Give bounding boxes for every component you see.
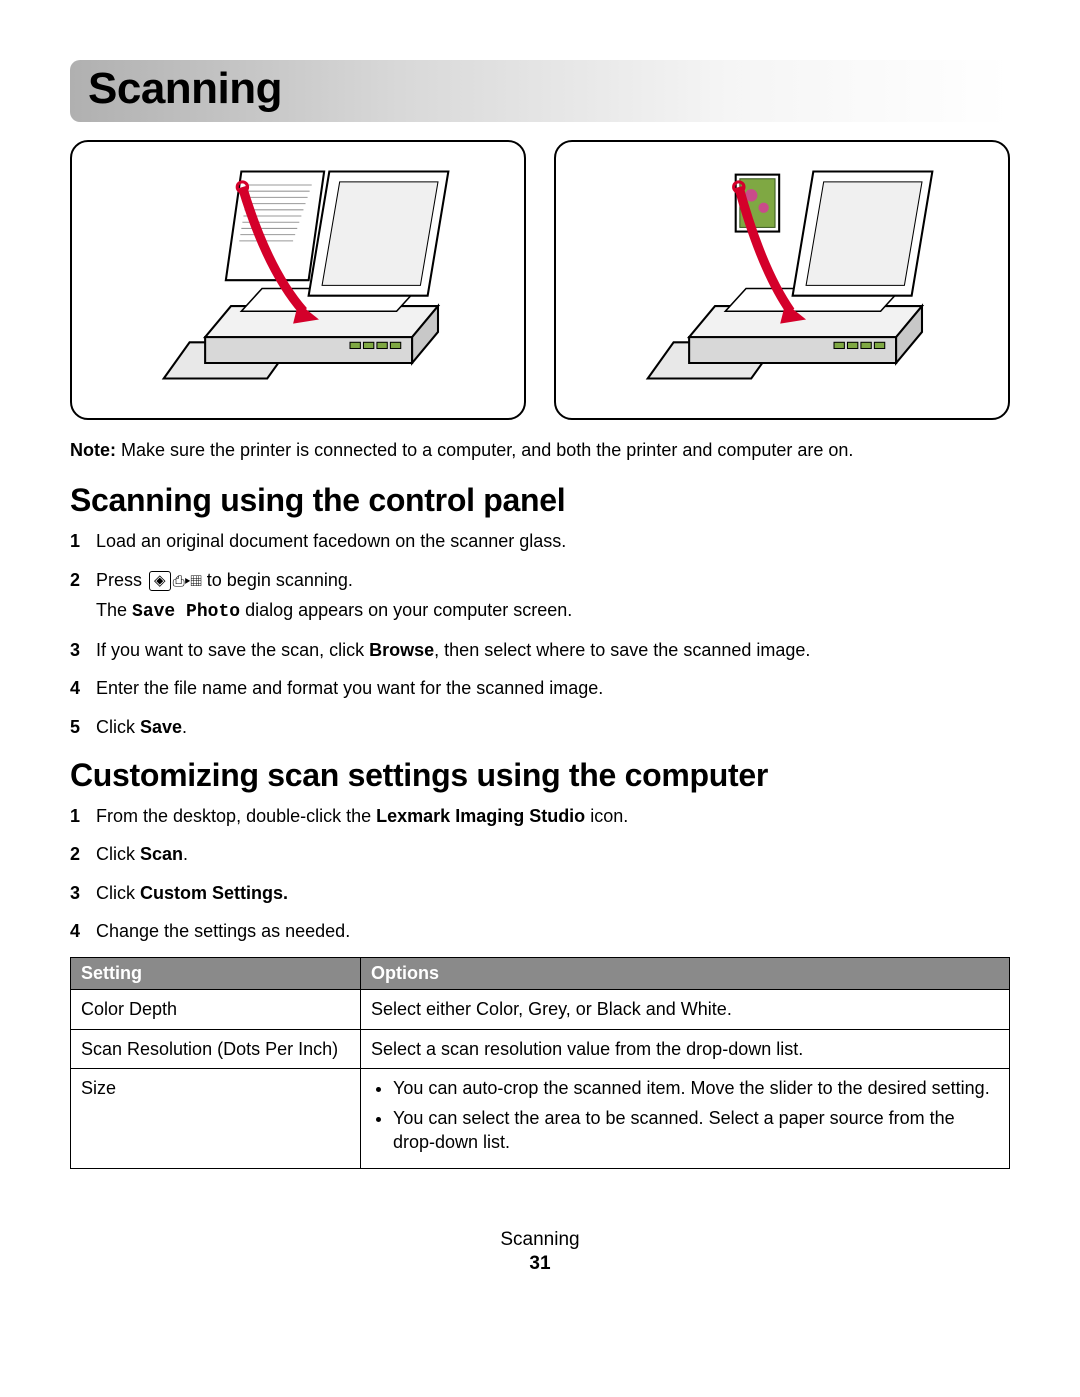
section2-step1: From the desktop, double-click the Lexma… (70, 804, 1010, 828)
section1-step4: Enter the file name and format you want … (70, 676, 1010, 700)
size-bullet-2: You can select the area to be scanned. S… (393, 1106, 999, 1155)
cell-color-depth-setting: Color Depth (71, 990, 361, 1029)
scanner-photo-icon (606, 156, 959, 404)
note-line: Note: Make sure the printer is connected… (70, 438, 1010, 462)
cell-color-depth-option: Select either Color, Grey, or Black and … (361, 990, 1010, 1029)
section2-step3: Click Custom Settings. (70, 881, 1010, 905)
footer-section: Scanning (70, 1229, 1010, 1251)
cell-size-option: You can auto-crop the scanned item. Move… (361, 1068, 1010, 1168)
section1-heading: Scanning using the control panel (70, 482, 1010, 519)
size-bullet-1: You can auto-crop the scanned item. Move… (393, 1076, 999, 1100)
chapter-title-bar: Scanning (70, 60, 1010, 122)
th-options: Options (361, 958, 1010, 990)
section1-step3: If you want to save the scan, click Brow… (70, 638, 1010, 662)
section1-step2: Press ◈⎙▸▦ to begin scanning. The Save P… (70, 568, 1010, 625)
section2-step2: Click Scan. (70, 842, 1010, 866)
chapter-title: Scanning (88, 64, 282, 113)
section2-steps: From the desktop, double-click the Lexma… (70, 804, 1010, 943)
cell-resolution-setting: Scan Resolution (Dots Per Inch) (71, 1029, 361, 1068)
scan-to-pc-icon: ⎙▸▦ (173, 573, 202, 590)
footer-page-number: 31 (70, 1253, 1010, 1275)
table-row: Scan Resolution (Dots Per Inch) Select a… (71, 1029, 1010, 1068)
cell-resolution-option: Select a scan resolution value from the … (361, 1029, 1010, 1068)
section2-step4: Change the settings as needed. (70, 919, 1010, 943)
note-text: Make sure the printer is connected to a … (116, 440, 853, 460)
scanner-document-icon (122, 156, 475, 404)
section1-step2-sub: The Save Photo dialog appears on your co… (96, 598, 1010, 624)
illustration-photo-scan (554, 140, 1010, 420)
cell-size-setting: Size (71, 1068, 361, 1168)
section1-steps: Load an original document facedown on th… (70, 529, 1010, 739)
table-row: Size You can auto-crop the scanned item.… (71, 1068, 1010, 1168)
scan-button-icon: ◈ (149, 571, 171, 591)
section2-heading: Customizing scan settings using the comp… (70, 757, 1010, 794)
th-setting: Setting (71, 958, 361, 990)
section1-step1: Load an original document facedown on th… (70, 529, 1010, 553)
note-label: Note: (70, 440, 116, 460)
section1-step5: Click Save. (70, 715, 1010, 739)
illustration-document-scan (70, 140, 526, 420)
settings-table: Setting Options Color Depth Select eithe… (70, 957, 1010, 1168)
illustration-row (70, 140, 1010, 420)
table-row: Color Depth Select either Color, Grey, o… (71, 990, 1010, 1029)
page-footer: Scanning 31 (70, 1229, 1010, 1275)
